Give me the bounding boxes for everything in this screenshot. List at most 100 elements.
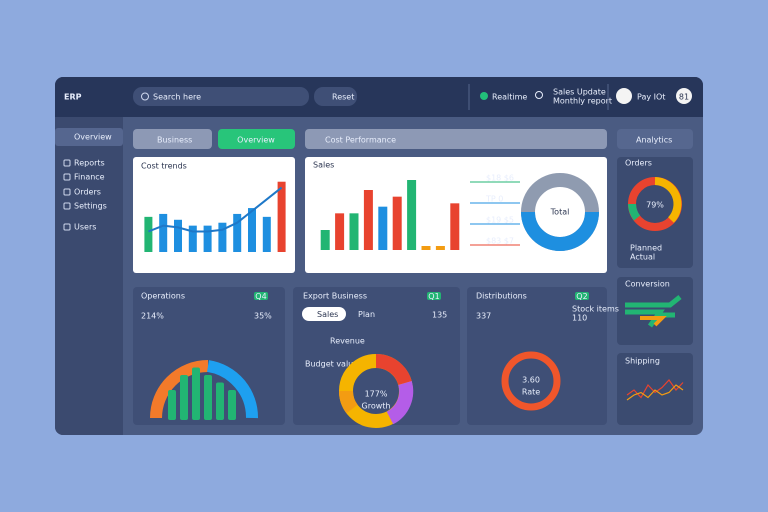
panel-title: Cost trends	[141, 162, 187, 171]
bar	[168, 390, 176, 420]
legend-item: $83 $7	[486, 237, 514, 246]
card	[617, 157, 693, 268]
card	[617, 353, 693, 425]
legend-item: Planned	[630, 244, 662, 253]
badge-text: Q4	[255, 292, 266, 301]
dropdown[interactable]	[617, 129, 693, 149]
donut-value: 177%	[365, 390, 388, 399]
bar	[378, 206, 388, 250]
bar	[392, 196, 402, 250]
legend-item: $18 $6	[486, 174, 514, 183]
bar	[218, 222, 227, 252]
pill-label[interactable]: Plan	[358, 310, 375, 319]
card-title: Distributions	[476, 292, 527, 301]
gauge-arc	[150, 360, 209, 419]
number: 135	[432, 311, 447, 320]
bar	[192, 367, 200, 420]
bar	[450, 203, 460, 250]
bar	[159, 213, 168, 252]
nav-item[interactable]: Reports	[74, 159, 105, 168]
status: Realtime	[492, 93, 527, 102]
bar	[203, 225, 212, 252]
bar	[335, 213, 345, 250]
badge	[575, 292, 589, 300]
donut-segment	[339, 390, 358, 414]
donut-segment	[386, 381, 414, 425]
caption: Growth	[362, 402, 391, 411]
bar	[262, 216, 271, 252]
nav-item: Overview	[74, 133, 112, 142]
card-title: Operations	[141, 292, 185, 301]
bar	[248, 208, 256, 252]
bar	[233, 213, 242, 252]
donut-label: Total	[550, 208, 570, 217]
donut-segment	[375, 353, 412, 386]
donut-value: 79%	[646, 201, 664, 210]
dropdown-label: Analytics	[636, 136, 672, 145]
bar	[349, 213, 359, 250]
bar	[188, 225, 197, 252]
donut-segment	[654, 177, 682, 223]
tab[interactable]	[133, 129, 212, 149]
card-title: Shipping	[625, 357, 660, 366]
card-title: Orders	[625, 159, 652, 168]
bar	[180, 375, 188, 420]
search-placeholder: Search here	[153, 93, 201, 102]
card-title: Export Business	[303, 292, 367, 301]
nav-icon	[63, 223, 71, 231]
nav-item[interactable]: Finance	[74, 173, 105, 182]
nav-item[interactable]: Users	[74, 223, 96, 232]
kpi: 337	[476, 312, 491, 321]
line	[626, 384, 684, 401]
dropdown-label: Cost Performance	[325, 136, 396, 145]
callout: Revenue	[330, 337, 365, 346]
badge-text: Q1	[428, 292, 439, 301]
ring	[501, 351, 561, 411]
filter-label: Reset	[332, 93, 354, 102]
bar	[421, 246, 431, 250]
caption: Stock items	[572, 305, 619, 314]
status-dot	[480, 92, 488, 100]
callout: Budget value	[305, 360, 358, 369]
bar	[228, 390, 236, 420]
pill[interactable]	[302, 307, 346, 321]
legend-item: TP 0	[485, 195, 503, 204]
chart-panel	[133, 157, 295, 273]
donut-segment	[521, 211, 599, 251]
user-name: Pay IOt	[637, 93, 665, 102]
tab-label: Overview	[237, 136, 275, 145]
avatar[interactable]	[616, 88, 632, 104]
search-icon	[535, 91, 543, 99]
kpi: 35%	[254, 312, 272, 321]
nav-active[interactable]	[55, 128, 123, 146]
legend-item: $19 $5	[486, 216, 514, 225]
bar	[216, 382, 224, 420]
bar	[363, 190, 373, 250]
nav-item[interactable]: Settings	[74, 202, 107, 211]
bar	[320, 230, 330, 250]
search-icon	[141, 92, 149, 101]
dropdown[interactable]	[305, 129, 607, 149]
ring-value: 3.60	[522, 376, 540, 385]
nav-icon	[63, 159, 71, 167]
bar	[174, 219, 182, 252]
filter-button[interactable]	[314, 87, 357, 106]
pill-label: Sales	[317, 310, 338, 319]
bar	[204, 375, 212, 420]
nav-item[interactable]: Orders	[74, 188, 101, 197]
tab-label: Business	[157, 136, 192, 145]
bar	[407, 180, 417, 250]
note: Sales Update	[553, 88, 606, 97]
gauge-arc	[206, 360, 259, 419]
search-box[interactable]	[133, 87, 309, 106]
note: Monthly report	[553, 97, 612, 106]
donut-segment	[628, 203, 641, 221]
caption: Rate	[522, 388, 540, 397]
nav-icon	[63, 173, 71, 181]
tab-active[interactable]	[218, 129, 295, 149]
kpi: 110	[572, 314, 587, 323]
bar	[144, 216, 153, 252]
card-title: Conversion	[625, 280, 670, 289]
badge-text: Q2	[576, 292, 587, 301]
